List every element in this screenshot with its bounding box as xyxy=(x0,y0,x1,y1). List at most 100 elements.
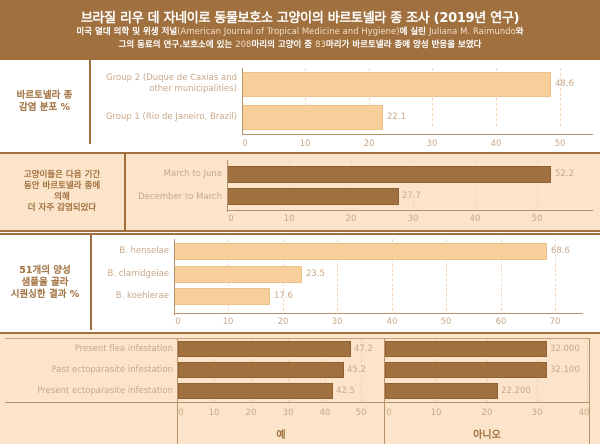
bar-yes-present-ectoparasite xyxy=(178,383,333,399)
infection-period-section: 고양이들은 다음 기간 동안 바르토넬라 종에 의해 더 자주 감염되었다 March… xyxy=(0,152,600,232)
tick-label: 50 xyxy=(440,317,452,327)
gridline xyxy=(369,68,370,126)
label-line: 바르토넬라 종 xyxy=(16,90,73,101)
infection-distribution-section: 바르토넬라 종 감염 분포 % Group 2 (Duque de Caxias … xyxy=(0,57,600,149)
y-axis xyxy=(242,68,243,135)
value-label: 68.6 xyxy=(551,246,570,256)
column-divider xyxy=(177,338,178,444)
gridline xyxy=(432,68,433,126)
category-label: B. clarridgeiae xyxy=(107,269,169,279)
value-label: 48.6 xyxy=(555,79,574,89)
category-label: March to June xyxy=(163,169,222,179)
tick-label: 40 xyxy=(490,139,502,149)
section-divider xyxy=(90,235,92,330)
subtitle-line-2: 그의 동료의 연구.보호소에 있는 208마리의 고양이 중 83마리가 바르토… xyxy=(0,39,600,52)
section-label: 51개의 양성 샘플을 골라 시퀀싱한 결과 % xyxy=(0,235,90,330)
section-divider xyxy=(124,154,126,230)
header-banner: 브라질 리우 데 자네이로 동물보호소 고양이의 바르토넬라 종 조사 (201… xyxy=(0,0,600,57)
tick-label: 0 xyxy=(228,214,234,224)
category-label: Present flea infestation xyxy=(74,344,173,354)
value-label: 23.5 xyxy=(306,269,325,279)
bar-group-2 xyxy=(242,72,551,97)
x-axis-rule xyxy=(5,402,589,403)
tick-label: 50 xyxy=(554,139,566,149)
value-label: 27.7 xyxy=(402,191,421,201)
gridline xyxy=(537,160,538,208)
tick-label: 40 xyxy=(386,317,398,327)
gridline xyxy=(351,160,352,208)
subtitle-line-1: 미국 열대 의학 및 위생 저널(American Journal of Tro… xyxy=(0,26,600,39)
tick-label: 50 xyxy=(355,408,367,418)
value-label: 52.2 xyxy=(555,169,574,179)
label-line: 동안 바르토넬라 종에 xyxy=(23,181,101,191)
value-label: 17.6 xyxy=(274,291,293,301)
ectoparasite-section: Present flea infestation Past ectoparasi… xyxy=(0,332,600,444)
value-label: 42.5 xyxy=(336,386,355,396)
category-label: B. koehlerae xyxy=(115,291,169,301)
tick-label: 10 xyxy=(222,317,234,327)
gridline xyxy=(496,68,497,126)
gridline xyxy=(289,160,290,208)
y-axis xyxy=(174,239,175,315)
label-line: other municipalities) xyxy=(149,84,237,94)
category-label: Past ectoparasite infestation xyxy=(51,365,173,375)
gridline xyxy=(501,239,502,311)
tick-label: 0 xyxy=(178,408,184,418)
gridline xyxy=(555,239,556,311)
section-divider xyxy=(89,60,91,144)
bar-december-march xyxy=(227,188,399,205)
tick-label: 10 xyxy=(299,139,311,149)
bar-no-past-ectoparasite xyxy=(385,362,547,378)
tick-label: 30 xyxy=(282,408,294,418)
value-label: 32.000 xyxy=(550,344,580,354)
section-label: 바르토넬라 종 감염 분포 % xyxy=(0,60,89,144)
page-title: 브라질 리우 데 자네이로 동물보호소 고양이의 바르토넬라 종 조사 (201… xyxy=(80,11,520,26)
gridline xyxy=(413,160,414,208)
bar-no-present-flea xyxy=(385,341,547,357)
tick-label: 70 xyxy=(549,317,561,327)
tick-label: 0 xyxy=(242,139,248,149)
bar-march-june xyxy=(227,166,551,183)
tick-label: 0 xyxy=(386,408,392,418)
tick-label: 20 xyxy=(481,408,493,418)
subtitle-text: 미국 열대 의학 및 위생 저널 xyxy=(76,27,178,37)
gridline xyxy=(305,68,306,126)
x-axis xyxy=(227,210,593,211)
tick-label: 20 xyxy=(345,214,357,224)
category-label: Group 2 (Duque de Caxias and other munici… xyxy=(95,73,237,95)
sequencing-results-section: 51개의 양성 샘플을 골라 시퀀싱한 결과 % B. henselae B. cl… xyxy=(0,233,600,330)
subtitle-text: 에 실린 xyxy=(399,27,429,37)
label-line: 더 자주 감염되었다 xyxy=(27,203,97,213)
no-column-label: 아니오 xyxy=(473,430,501,441)
label-line: Group 2 (Duque de Caxias and xyxy=(106,73,237,83)
bar-group-1 xyxy=(242,105,383,130)
column-divider xyxy=(589,338,590,444)
x-axis xyxy=(242,134,593,135)
label-line: 고양이들은 다음 기간 xyxy=(23,170,101,180)
tick-label: 20 xyxy=(277,317,289,327)
category-label: Group 1 (Rio de Janeiro, Brazil) xyxy=(105,112,237,122)
gridline xyxy=(392,239,393,311)
tick-label: 0 xyxy=(175,317,181,327)
label-line: 시퀀싱한 결과 % xyxy=(10,288,80,300)
bar-clarridgeiae xyxy=(174,266,302,283)
value-label: 32.100 xyxy=(550,365,580,375)
label-line: 51개의 양성 xyxy=(19,264,71,276)
y-axis xyxy=(227,160,228,212)
gridline xyxy=(587,339,588,402)
tick-label: 20 xyxy=(363,139,375,149)
label-line: 감염 분포 % xyxy=(18,102,71,113)
value-label: 47.2 xyxy=(354,344,373,354)
tick-label: 40 xyxy=(319,408,331,418)
tick-label: 20 xyxy=(245,408,257,418)
label-line: 의해 xyxy=(54,192,70,202)
author-name: Juliana M. Raimundo xyxy=(428,27,516,37)
tick-label: 30 xyxy=(407,214,419,224)
subtitle-text: 마리의 고양이 중 xyxy=(251,40,316,50)
total-cats: 208 xyxy=(235,40,252,50)
gridline xyxy=(337,239,338,311)
category-label: B. henselae xyxy=(119,246,169,256)
tick-label: 10 xyxy=(283,214,295,224)
subtitle-text: 그의 동료의 연구.보호소에 있는 xyxy=(118,40,236,50)
yes-column-label: 예 xyxy=(276,430,286,441)
